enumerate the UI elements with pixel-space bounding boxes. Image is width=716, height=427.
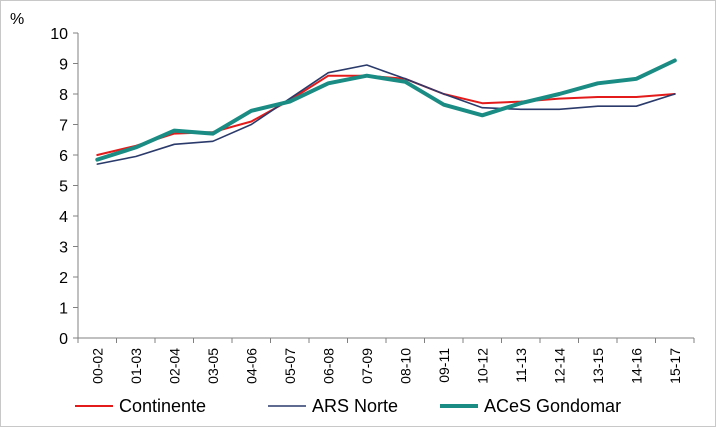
y-tick-label: 6	[59, 148, 68, 165]
y-tick-label: 5	[59, 179, 68, 196]
y-tick-label: 3	[59, 240, 68, 257]
x-tick-label: 06-08	[320, 348, 336, 384]
x-tick-label: 11-13	[513, 348, 529, 383]
y-tick-label: 10	[50, 26, 68, 43]
legend-label: Continente	[119, 396, 206, 416]
x-tick-label: 12-14	[551, 348, 567, 384]
x-tick-label: 09-11	[436, 348, 452, 383]
x-tick-label: 15-17	[667, 348, 683, 384]
series-lines	[95, 58, 677, 165]
x-tick-label: 10-12	[474, 348, 490, 384]
y-tick-label: 9	[59, 57, 68, 74]
x-ticks: 00-02 01-03 02-04 03-05 04-06 05-07 06-08 07-09…	[77, 338, 695, 384]
y-ticks: 0 1 2 3 4 5 6 7 8 9 10	[50, 26, 78, 348]
x-tick-label: 04-06	[243, 348, 259, 384]
y-tick-label: 0	[59, 331, 68, 348]
series-line	[96, 64, 676, 165]
x-tick-label: 02-04	[166, 348, 182, 384]
y-tick-label: 2	[59, 270, 68, 287]
x-tick-label: 00-02	[89, 348, 105, 384]
legend-label: ACeS Gondomar	[484, 396, 621, 416]
y-tick-label: 1	[59, 301, 68, 318]
y-tick-label: 7	[59, 118, 68, 135]
legend: Continente ARS Norte ACeS Gondomar	[75, 396, 621, 416]
x-tick-label: 05-07	[282, 348, 298, 384]
x-tick-label: 08-10	[397, 348, 413, 384]
series-line	[95, 58, 677, 162]
x-tick-label: 07-09	[359, 348, 375, 384]
y-tick-label: 8	[59, 87, 68, 104]
x-tick-label: 03-05	[205, 348, 221, 384]
y-tick-label: 4	[59, 209, 68, 226]
x-tick-label: 14-16	[628, 348, 644, 384]
y-axis-label: %	[10, 11, 24, 28]
x-tick-label: 13-15	[590, 348, 606, 384]
x-tick-label: 01-03	[128, 348, 144, 384]
legend-label: ARS Norte	[312, 396, 398, 416]
